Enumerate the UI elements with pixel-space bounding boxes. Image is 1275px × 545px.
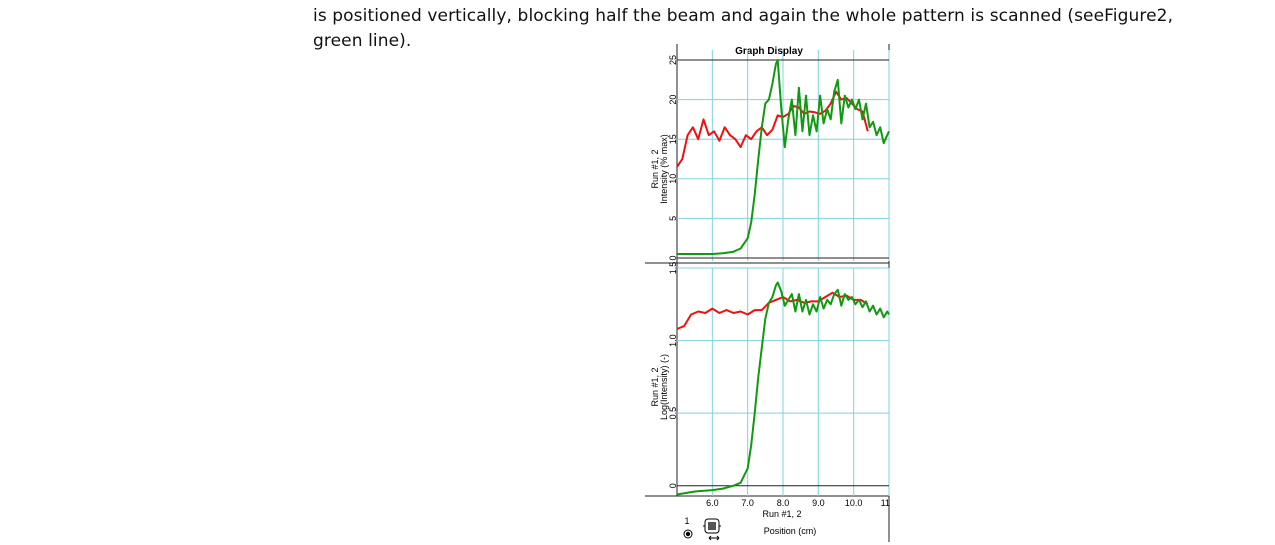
paragraph-line-1: is positioned vertically, blocking half … — [313, 6, 1174, 26]
radio-button-icon[interactable] — [683, 529, 693, 539]
scroll-arrows-icon[interactable] — [708, 535, 720, 541]
bottom-ylabel: Log(Intensity) (-) — [659, 354, 669, 420]
bottom-series-line-1 — [676, 291, 869, 330]
x-tick-label: 10.0 — [845, 498, 863, 508]
x-tick-label: 6.0 — [706, 498, 719, 508]
xlabel: Position (cm) — [764, 526, 817, 536]
top-y-tick-label: 15 — [668, 134, 678, 144]
x-tick-label: 7.0 — [741, 498, 754, 508]
top-y-tick-label: 20 — [668, 95, 678, 105]
bottom-plot-series — [676, 281, 890, 496]
bottom-y-tick-label: 1.5 — [668, 262, 678, 275]
bottom-plot-grid — [677, 267, 890, 496]
top-y-tick-label: 0 — [668, 255, 678, 260]
top-series-line-1 — [676, 90, 869, 168]
bottom-series-line-2 — [676, 281, 890, 496]
x-axis-ticks: 6.0 7.0 8.0 9.0 10.0 11.0 — [706, 498, 890, 508]
bottom-plot-y-ticks: 0 0.5 1.0 1.5 — [668, 262, 678, 489]
x-tick-label: 8.0 — [777, 498, 790, 508]
run-number-label: 1 — [684, 516, 689, 526]
top-y-tick-label: 5 — [668, 216, 678, 221]
x-tick-label: 9.0 — [812, 498, 825, 508]
x-tick-label: 11.0 — [881, 498, 890, 508]
bottom-y-tick-label: 0 — [668, 483, 678, 488]
body-paragraph: is positioned vertically, blocking half … — [313, 4, 1213, 54]
paragraph-line-2: green line). — [313, 31, 412, 51]
graph-title: Graph Display — [735, 46, 803, 57]
top-ylabel-run: Run #1, 2 — [650, 149, 660, 188]
top-ylabel: Intensity (% max) — [659, 134, 669, 204]
top-y-tick-label: 10 — [668, 174, 678, 184]
bottom-y-tick-label: 1.0 — [668, 334, 678, 347]
bottom-ylabel-run: Run #1, 2 — [650, 367, 660, 406]
top-plot-series — [676, 59, 890, 255]
top-y-tick-label: 25 — [668, 55, 678, 65]
graph-display: Graph Display 0 5 10 15 20 25 0 0.5 1.0 1.5 6.0 7… — [645, 44, 890, 542]
xlabel-run: Run #1, 2 — [762, 509, 801, 519]
bottom-y-tick-label: 0.5 — [668, 407, 678, 420]
data-run-icon[interactable] — [703, 518, 721, 534]
top-plot-y-ticks: 0 5 10 15 20 25 — [668, 55, 678, 261]
top-plot-grid — [677, 50, 890, 261]
top-series-line-2 — [677, 59, 890, 255]
